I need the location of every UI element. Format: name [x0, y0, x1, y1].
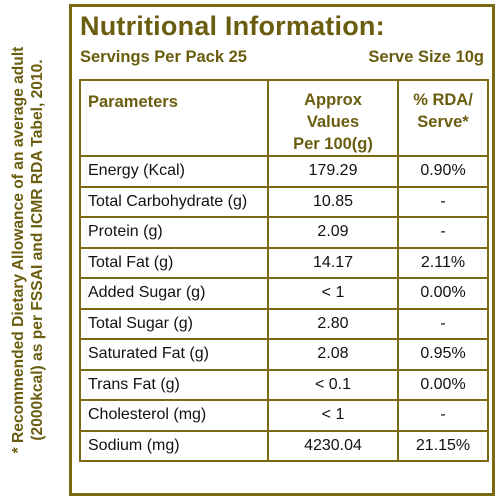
row-parameter: Protein (g)	[79, 216, 269, 249]
row-rda: 2.11%	[397, 246, 489, 279]
row-value: 2.80	[267, 307, 399, 340]
row-rda: -	[397, 399, 489, 432]
footnote: * Recommended Dietary Allowance of an av…	[0, 0, 56, 500]
row-parameter: Sodium (mg)	[79, 429, 269, 462]
row-rda: -	[397, 307, 489, 340]
header-approx-values: Approx Values Per 100(g)	[267, 79, 399, 157]
table-row: Added Sugar (g) < 1 0.00%	[79, 277, 489, 310]
serve-size: Serve Size 10g	[368, 48, 484, 66]
row-parameter: Cholesterol (mg)	[79, 399, 269, 432]
row-rda: -	[397, 185, 489, 218]
row-parameter: Added Sugar (g)	[79, 277, 269, 310]
table-row: Sodium (mg) 4230.04 21.15%	[79, 429, 489, 462]
footnote-line-1: * Recommended Dietary Allowance of an av…	[10, 46, 27, 454]
row-rda: 0.90%	[397, 155, 489, 188]
row-rda: 0.00%	[397, 368, 489, 401]
row-rda: -	[397, 216, 489, 249]
row-parameter: Total Carbohydrate (g)	[79, 185, 269, 218]
servings-line: Servings Per Pack 25 Serve Size 10g	[80, 48, 484, 67]
row-value: < 1	[267, 399, 399, 432]
footnote-text: * Recommended Dietary Allowance of an av…	[9, 5, 47, 495]
table-row: Total Fat (g) 14.17 2.11%	[79, 246, 489, 279]
row-parameter: Trans Fat (g)	[79, 368, 269, 401]
table-header-row: Parameters Approx Values Per 100(g) % RD…	[79, 79, 489, 157]
row-value: 14.17	[267, 246, 399, 279]
row-value: < 1	[267, 277, 399, 310]
table-row: Cholesterol (mg) < 1 -	[79, 399, 489, 432]
header-rda: % RDA/ Serve*	[397, 79, 489, 157]
header-rda-line-1: % RDA/	[413, 91, 473, 109]
header-parameters: Parameters	[79, 79, 269, 157]
header-rda-line-2: Serve*	[417, 113, 469, 131]
table-row: Trans Fat (g) < 0.1 0.00%	[79, 368, 489, 401]
row-parameter: Total Fat (g)	[79, 246, 269, 279]
row-parameter: Saturated Fat (g)	[79, 338, 269, 371]
row-value: 10.85	[267, 185, 399, 218]
table-row: Total Carbohydrate (g) 10.85 -	[79, 185, 489, 218]
header-values-line-1: Approx Values	[304, 91, 362, 131]
row-parameter: Energy (Kcal)	[79, 155, 269, 188]
footnote-line-2: (2000kcal) as per FSSAI and ICMR RDA Tab…	[29, 59, 46, 441]
row-rda: 21.15%	[397, 429, 489, 462]
header-values-line-2: Per 100(g)	[293, 135, 373, 153]
row-value: 179.29	[267, 155, 399, 188]
row-value: 4230.04	[267, 429, 399, 462]
row-value: 2.09	[267, 216, 399, 249]
table-row: Total Sugar (g) 2.80 -	[79, 307, 489, 340]
row-rda: 0.00%	[397, 277, 489, 310]
row-value: 2.08	[267, 338, 399, 371]
nutrition-table: Parameters Approx Values Per 100(g) % RD…	[79, 79, 489, 462]
table-row: Energy (Kcal) 179.29 0.90%	[79, 155, 489, 188]
row-parameter: Total Sugar (g)	[79, 307, 269, 340]
row-rda: 0.95%	[397, 338, 489, 371]
servings-per-pack: Servings Per Pack 25	[80, 48, 247, 66]
row-value: < 0.1	[267, 368, 399, 401]
table-row: Protein (g) 2.09 -	[79, 216, 489, 249]
nutrition-title: Nutritional Information:	[80, 11, 385, 41]
nutrition-panel: Nutritional Information: Servings Per Pa…	[69, 4, 495, 496]
table-row: Saturated Fat (g) 2.08 0.95%	[79, 338, 489, 371]
